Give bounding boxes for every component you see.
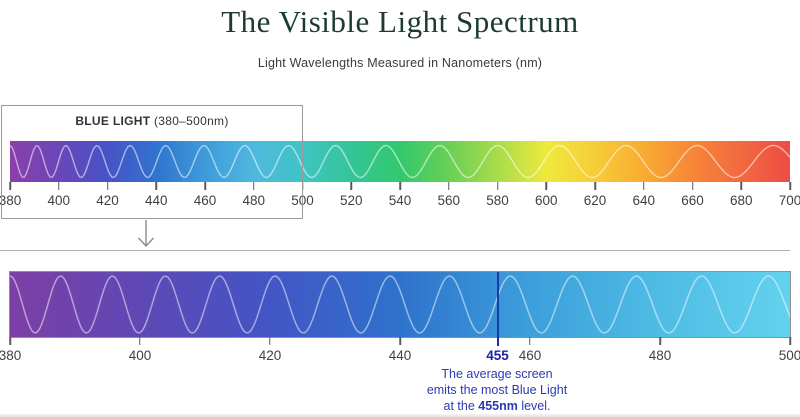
tick-label-520nm: 520: [339, 193, 363, 208]
tick-label-580nm: 580: [486, 193, 509, 208]
tick-label-480nm: 480: [242, 193, 266, 208]
tick-400nm: [58, 182, 60, 190]
blue-light-label: BLUE LIGHT (380–500nm): [1, 114, 303, 128]
tick-420nm: [106, 182, 109, 190]
tick-680nm: [740, 182, 742, 190]
tick-520nm: [350, 182, 352, 190]
tick-label-500nm: 500: [778, 348, 800, 363]
annotation-line1: The average screen: [441, 367, 553, 381]
455nm-annotation: The average screen emits the most Blue L…: [427, 366, 567, 414]
tick-label-440nm: 440: [144, 193, 168, 208]
tick-label-420nm: 420: [258, 348, 282, 363]
blue-light-wave-graphic: [10, 275, 790, 334]
tick-460nm: [204, 182, 206, 190]
tick-660nm: [691, 182, 694, 190]
tick-label-380nm: 380: [0, 193, 22, 208]
tick-380nm: [9, 337, 11, 345]
tick-600nm: [545, 182, 547, 190]
tick-580nm: [496, 182, 499, 190]
blue-light-label-bold: BLUE LIGHT: [75, 114, 151, 128]
tick-label-700nm: 700: [778, 193, 800, 208]
annotation-line3: at the 455nm level.: [443, 399, 551, 413]
tick-440nm: [155, 182, 157, 190]
tick-label-500nm: 500: [291, 193, 314, 208]
next-section-edge: [0, 414, 800, 417]
tick-460nm: [529, 337, 531, 345]
tick-label-640nm: 640: [632, 193, 656, 208]
blue-light-label-range: (380–500nm): [153, 114, 229, 128]
tick-label-400nm: 400: [128, 348, 152, 363]
page-subtitle: Light Wavelengths Measured in Nanometers…: [257, 56, 543, 70]
tick-label-680nm: 680: [729, 193, 753, 208]
tick-500nm: [789, 337, 791, 345]
tick-label-460nm: 460: [518, 348, 542, 363]
tick-420nm: [269, 337, 271, 345]
tick-label-480nm: 480: [648, 348, 672, 363]
tick-label-620nm: 620: [583, 193, 607, 208]
tick-540nm: [399, 182, 401, 190]
tick-440nm: [399, 337, 401, 345]
zoom-arrow-icon: [137, 220, 155, 248]
blue-spectrum-bar: 380 400 420 440 455 460 480 500: [0, 271, 800, 363]
page-title: The Visible Light Spectrum: [221, 4, 579, 39]
tick-label-455nm: 455: [486, 348, 509, 363]
light-wave-graphic: [10, 144, 790, 179]
section-divider: [0, 250, 790, 251]
tick-480nm: [659, 337, 661, 345]
tick-380nm: [9, 182, 11, 190]
tick-620nm: [594, 182, 596, 190]
tick-label-380nm: 380: [0, 348, 22, 363]
tick-label-460nm: 460: [193, 193, 217, 208]
455nm-marker-line: [496, 272, 499, 337]
tick-label-600nm: 600: [534, 193, 558, 208]
tick-label-440nm: 440: [388, 348, 412, 363]
annotation-line2: emits the most Blue Light: [426, 383, 568, 397]
tick-455nm: [496, 337, 499, 346]
tick-700nm: [789, 182, 791, 190]
tick-500nm: [301, 182, 304, 190]
full-spectrum-bar: 380 400 420 440 460 480 500 520 540 560 580 600 620 6…: [0, 141, 800, 208]
tick-400nm: [139, 337, 141, 345]
tick-640nm: [643, 182, 645, 190]
tick-label-540nm: 540: [388, 193, 412, 208]
tick-label-400nm: 400: [47, 193, 71, 208]
tick-label-420nm: 420: [96, 193, 119, 208]
tick-560nm: [448, 182, 450, 190]
tick-480nm: [253, 182, 255, 190]
tick-label-660nm: 660: [681, 193, 704, 208]
tick-label-560nm: 560: [437, 193, 461, 208]
